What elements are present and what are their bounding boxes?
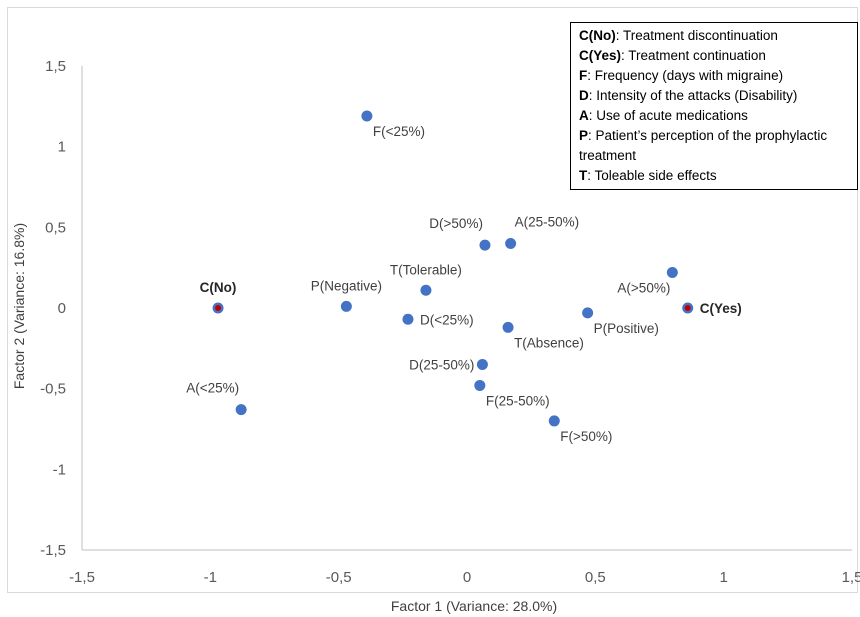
data-point — [474, 379, 486, 391]
legend-entry-a: A: Use of acute medications — [579, 108, 748, 123]
x-tick-label: 1 — [719, 569, 727, 586]
data-point — [361, 110, 373, 122]
legend-entry-c-yes: C(Yes): Treatment continuation — [579, 48, 766, 63]
data-point — [582, 307, 594, 319]
legend-entry-c-no: C(No): Treatment discontinuation — [579, 28, 778, 43]
point-label: C(Yes) — [700, 301, 742, 316]
legend-entry-t: T: Toleable side effects — [579, 168, 717, 183]
tick-labels: -1,5 -1 -0,5 0 0,5 1 1,5 1,5 1 0,5 0 -0,5 -1 -1,5 — [40, 58, 860, 586]
legend-entry-p: P: Patient’s perception of the prophylac… — [579, 128, 828, 163]
data-points — [212, 110, 694, 427]
point-label: T(Tolerable) — [390, 262, 462, 277]
point-label: P(Negative) — [311, 278, 382, 293]
point-label: C(No) — [200, 280, 237, 295]
y-tick-label: -1,5 — [40, 542, 66, 559]
y-tick-label: 1,5 — [45, 58, 66, 75]
x-tick-label: -0,5 — [326, 569, 352, 586]
y-tick-label: 0 — [58, 300, 66, 317]
legend-entry-d: D: Intensity of the attacks (Disability) — [579, 88, 798, 103]
point-label: D(>50%) — [429, 216, 483, 231]
data-point-highlight — [215, 305, 222, 311]
point-label: A(25-50%) — [515, 214, 580, 229]
y-tick-label: -0,5 — [40, 381, 66, 398]
data-point — [505, 237, 517, 249]
data-point — [235, 404, 247, 416]
data-point — [548, 415, 560, 427]
x-tick-label: 0,5 — [585, 569, 606, 586]
data-point — [476, 358, 488, 370]
data-point — [340, 300, 352, 312]
data-point — [479, 239, 491, 251]
x-tick-label: 1,5 — [842, 569, 860, 586]
point-label: F(25-50%) — [486, 393, 550, 408]
legend: C(No): Treatment discontinuation C(Yes):… — [570, 22, 858, 190]
point-label: D(25-50%) — [409, 357, 474, 372]
data-point — [666, 267, 678, 279]
point-label: A(<25%) — [186, 381, 239, 396]
x-tick-label: 0 — [463, 569, 471, 586]
x-axis-title: Factor 1 (Variance: 28.0%) — [391, 598, 557, 614]
x-tick-label: -1 — [204, 569, 217, 586]
point-label: D(<25%) — [420, 312, 474, 327]
data-point — [420, 284, 432, 296]
y-tick-label: 0,5 — [45, 219, 66, 236]
y-tick-label: -1 — [53, 461, 66, 478]
x-tick-label: -1,5 — [69, 569, 95, 586]
data-point-highlight — [684, 305, 691, 311]
legend-entry-f: F: Frequency (days with migraine) — [579, 68, 784, 83]
y-tick-label: 1 — [58, 139, 66, 156]
point-labels: C(No) C(Yes) F(<25%) D(>50%) A(25-50%) T(Tole… — [186, 124, 742, 444]
axes — [81, 66, 852, 551]
point-label: A(>50%) — [617, 281, 670, 296]
y-axis-title: Factor 2 (Variance: 16.8%) — [11, 223, 27, 389]
point-label: F(>50%) — [560, 429, 612, 444]
point-label: T(Absence) — [514, 335, 584, 350]
data-point — [402, 313, 414, 325]
point-label: P(Positive) — [594, 321, 659, 336]
data-point — [502, 321, 514, 333]
point-label: F(<25%) — [373, 124, 425, 139]
